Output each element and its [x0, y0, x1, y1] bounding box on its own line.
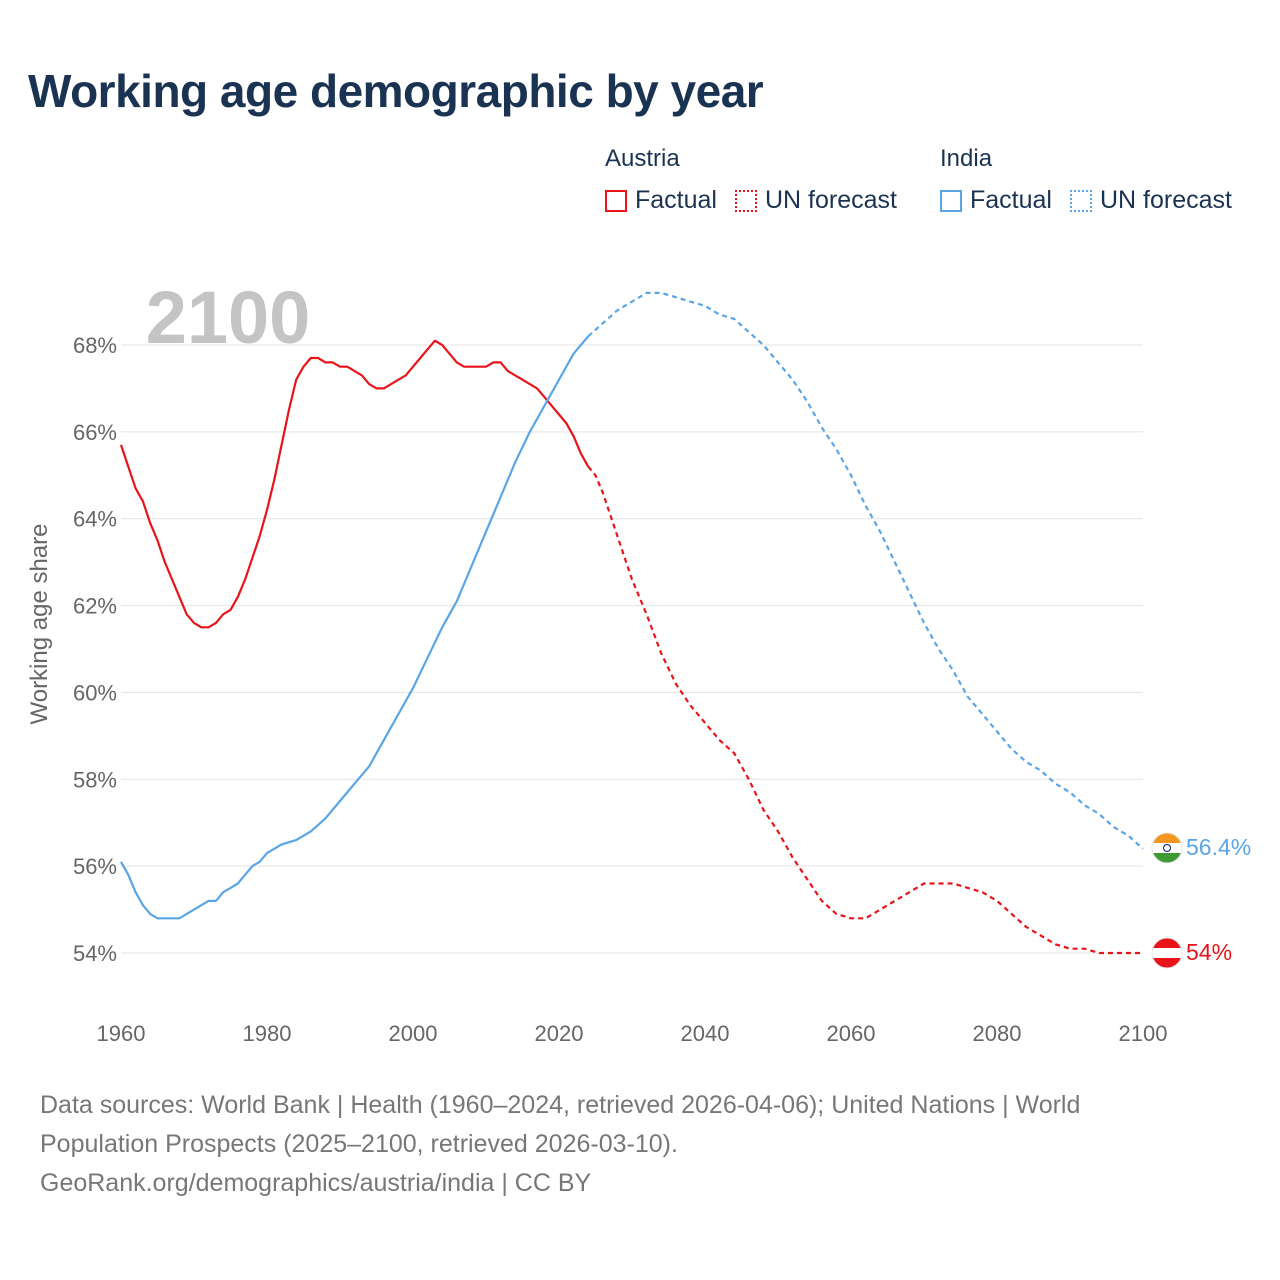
- legend-label: Factual: [970, 186, 1052, 214]
- series-line-india-forecast: [587, 291, 1144, 850]
- legend-label: UN forecast: [1099, 186, 1232, 214]
- x-tick-label: 2060: [827, 1021, 876, 1046]
- y-tick-label: 60%: [73, 680, 117, 705]
- legend-group-india: India Factual UN forecast: [940, 144, 1232, 215]
- y-axis-title: Working age share: [26, 523, 53, 725]
- x-tick-label: 2080: [973, 1021, 1022, 1046]
- dotted-swatch-icon: [1069, 189, 1092, 212]
- legend-group-name: Austria: [605, 145, 680, 172]
- legend-austria-forecast[interactable]: UN forecast: [734, 186, 897, 215]
- solid-swatch-icon: [605, 189, 627, 212]
- chart-title: Working age demographic by year: [28, 65, 764, 117]
- axis-ticks: 54% 56% 58% 60% 62% 64% 66% 68% 1960 1980 2000 2020…: [73, 333, 1168, 1046]
- legend-india-forecast[interactable]: UN forecast: [1069, 186, 1232, 215]
- end-label-india: 56.4%: [1186, 834, 1251, 860]
- series-line-austria-forecast: [587, 465, 1143, 955]
- legend-group-name: India: [940, 145, 993, 172]
- legend-label: Factual: [635, 186, 717, 214]
- y-tick-label: 66%: [73, 420, 117, 445]
- x-tick-label: 2040: [681, 1021, 730, 1046]
- footer-line: GeoRank.org/demographics/austria/india |…: [40, 1169, 592, 1197]
- legend-austria-factual[interactable]: Factual: [605, 186, 717, 215]
- y-tick-label: 68%: [73, 333, 117, 358]
- x-tick-label: 1960: [97, 1021, 146, 1046]
- gridlines: [121, 344, 1143, 954]
- line-chart: 54% 56% 58% 60% 62% 64% 66% 68% 1960 1980 2000 2020…: [73, 276, 1251, 1046]
- year-overlay: 2100: [146, 276, 311, 359]
- footer-sources: Data sources: World Bank | Health (1960–…: [40, 1086, 1220, 1203]
- y-tick-label: 64%: [73, 507, 117, 532]
- india-flag-icon: [1151, 832, 1183, 864]
- y-tick-label: 62%: [73, 594, 117, 619]
- y-tick-label: 54%: [73, 941, 117, 966]
- footer-line: Population Prospects (2025–2100, retriev…: [40, 1130, 678, 1158]
- x-tick-label: 2000: [389, 1021, 438, 1046]
- series-line-austria-factual: [119, 339, 590, 629]
- series-line-india-factual: [120, 335, 590, 920]
- footer-line: Data sources: World Bank | Health (1960–…: [40, 1091, 1081, 1119]
- series-lines: [119, 291, 1144, 955]
- austria-flag-icon: [1151, 937, 1183, 969]
- end-label-austria: 54%: [1186, 939, 1232, 965]
- legend-group-austria: Austria Factual UN forecast: [605, 144, 897, 215]
- y-tick-label: 56%: [73, 854, 117, 879]
- x-tick-label: 2100: [1119, 1021, 1168, 1046]
- x-tick-label: 2020: [535, 1021, 584, 1046]
- legend-india-factual[interactable]: Factual: [940, 186, 1052, 215]
- legend-label: UN forecast: [764, 186, 897, 214]
- solid-swatch-icon: [940, 189, 962, 212]
- y-tick-label: 58%: [73, 767, 117, 792]
- x-tick-label: 1980: [243, 1021, 292, 1046]
- dotted-swatch-icon: [734, 189, 757, 212]
